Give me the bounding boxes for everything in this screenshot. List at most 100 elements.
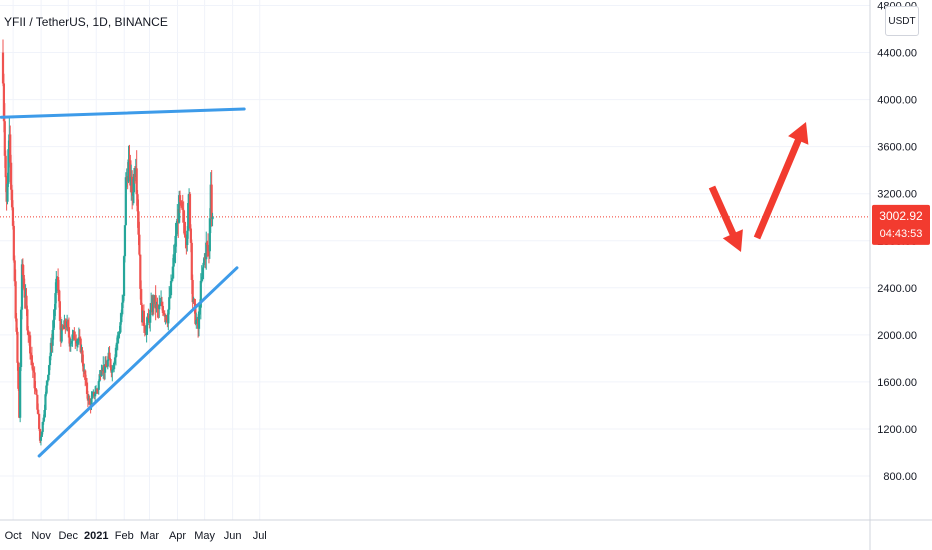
- candle-body: [60, 325, 63, 342]
- candle-body: [140, 288, 143, 305]
- candle-body: [172, 254, 175, 267]
- candle-body: [51, 329, 54, 346]
- price-tag-bg: [872, 204, 930, 245]
- candle-body: [14, 281, 17, 319]
- candle-body: [161, 305, 164, 313]
- candle-body: [165, 315, 168, 321]
- candle-body: [104, 364, 108, 367]
- trendline-resistance[interactable]: [0, 107, 246, 119]
- candle-body: [120, 314, 123, 323]
- candle-body: [12, 225, 15, 261]
- candle-body: [156, 304, 159, 309]
- candle-body: [139, 254, 142, 289]
- candle-body: [137, 211, 140, 235]
- price-tag: 3002.92 04:43:53: [872, 204, 930, 245]
- candle-body: [187, 202, 190, 231]
- y-tick-label: 1200.00: [877, 424, 917, 436]
- candle-body: [4, 155, 7, 178]
- candle-body: [44, 394, 47, 411]
- candle-body: [47, 365, 51, 375]
- candle-body: [33, 372, 36, 389]
- trendline-support[interactable]: [37, 266, 239, 458]
- y-tick-label: 4000.00: [877, 95, 917, 107]
- candle-body: [30, 355, 34, 363]
- candle-body: [180, 202, 183, 208]
- candle-body: [46, 380, 49, 386]
- candle-body: [108, 352, 111, 360]
- arrow-up[interactable]: [753, 122, 809, 240]
- candle-body: [115, 342, 118, 348]
- candle-body: [47, 374, 50, 381]
- candle-body: [173, 252, 176, 255]
- candle-body: [75, 340, 79, 344]
- candle-body: [82, 363, 85, 372]
- candle-body: [169, 295, 172, 298]
- candle-body: [206, 242, 209, 245]
- y-tick-label: 3600.00: [877, 142, 917, 154]
- candle-body: [175, 233, 178, 236]
- arrows[interactable]: [708, 122, 809, 252]
- candle-body: [188, 193, 192, 229]
- candle-body: [96, 389, 99, 391]
- x-tick-label: Nov: [31, 530, 51, 542]
- candle-body: [21, 264, 24, 275]
- candle-body: [31, 362, 34, 371]
- candle-body: [68, 337, 71, 347]
- candle-body: [195, 319, 198, 324]
- candle-body: [73, 331, 76, 340]
- candle-body: [106, 359, 109, 367]
- y-tick-label: 2000.00: [877, 330, 917, 342]
- unit-button[interactable]: USDT: [885, 6, 919, 36]
- candle-body: [136, 194, 139, 212]
- candle-body: [128, 159, 131, 161]
- candle-body: [19, 309, 23, 368]
- candle-body: [36, 394, 39, 410]
- trendlines[interactable]: [0, 107, 246, 458]
- candle-body: [34, 388, 37, 390]
- candle-body: [16, 331, 19, 363]
- candle-body: [3, 121, 6, 156]
- x-tick-label: Dec: [58, 530, 78, 542]
- candle-body: [91, 394, 94, 399]
- candle-body: [55, 278, 58, 294]
- x-tick-label: Oct: [5, 530, 22, 542]
- candle-body: [122, 256, 126, 296]
- candle-body: [123, 225, 127, 257]
- arrow-down[interactable]: [708, 185, 743, 252]
- candle-body: [198, 307, 202, 312]
- candle-body: [129, 160, 132, 186]
- candle-body: [113, 362, 116, 370]
- chart-title: YFII / TetherUS, 1D, BINANCE: [4, 15, 168, 29]
- candle-body: [205, 242, 208, 260]
- x-tick-label: Apr: [169, 530, 186, 542]
- candle-body: [70, 341, 73, 344]
- y-tick-label: 800.00: [883, 471, 917, 483]
- candle-body: [49, 342, 52, 357]
- time-axis[interactable]: Oct Nov Dec 2021 Feb Mar Apr May Jun Jul: [5, 530, 267, 542]
- candle-body: [65, 326, 68, 328]
- price-tag-countdown: 04:43:53: [880, 228, 923, 240]
- grid: [0, 0, 870, 520]
- candles: [1, 39, 214, 446]
- candle-body: [186, 230, 189, 245]
- x-tick-label: Mar: [140, 530, 159, 542]
- candle-body: [69, 343, 72, 347]
- candle-body: [132, 173, 136, 193]
- candle-body: [85, 379, 88, 383]
- y-tick-label: 3200.00: [877, 189, 917, 201]
- candle-body: [171, 266, 174, 279]
- candle-body: [154, 295, 157, 309]
- candle-body: [15, 318, 18, 332]
- candle-body: [109, 359, 112, 368]
- candle-body: [168, 297, 171, 310]
- candle-body: [124, 177, 127, 226]
- candle-body: [170, 278, 174, 282]
- candle-body: [32, 370, 35, 373]
- candle-body: [45, 385, 48, 395]
- candle-body: [41, 422, 44, 432]
- candle-body: [98, 374, 101, 382]
- x-tick-label: Jun: [224, 530, 242, 542]
- candle-body: [22, 274, 25, 289]
